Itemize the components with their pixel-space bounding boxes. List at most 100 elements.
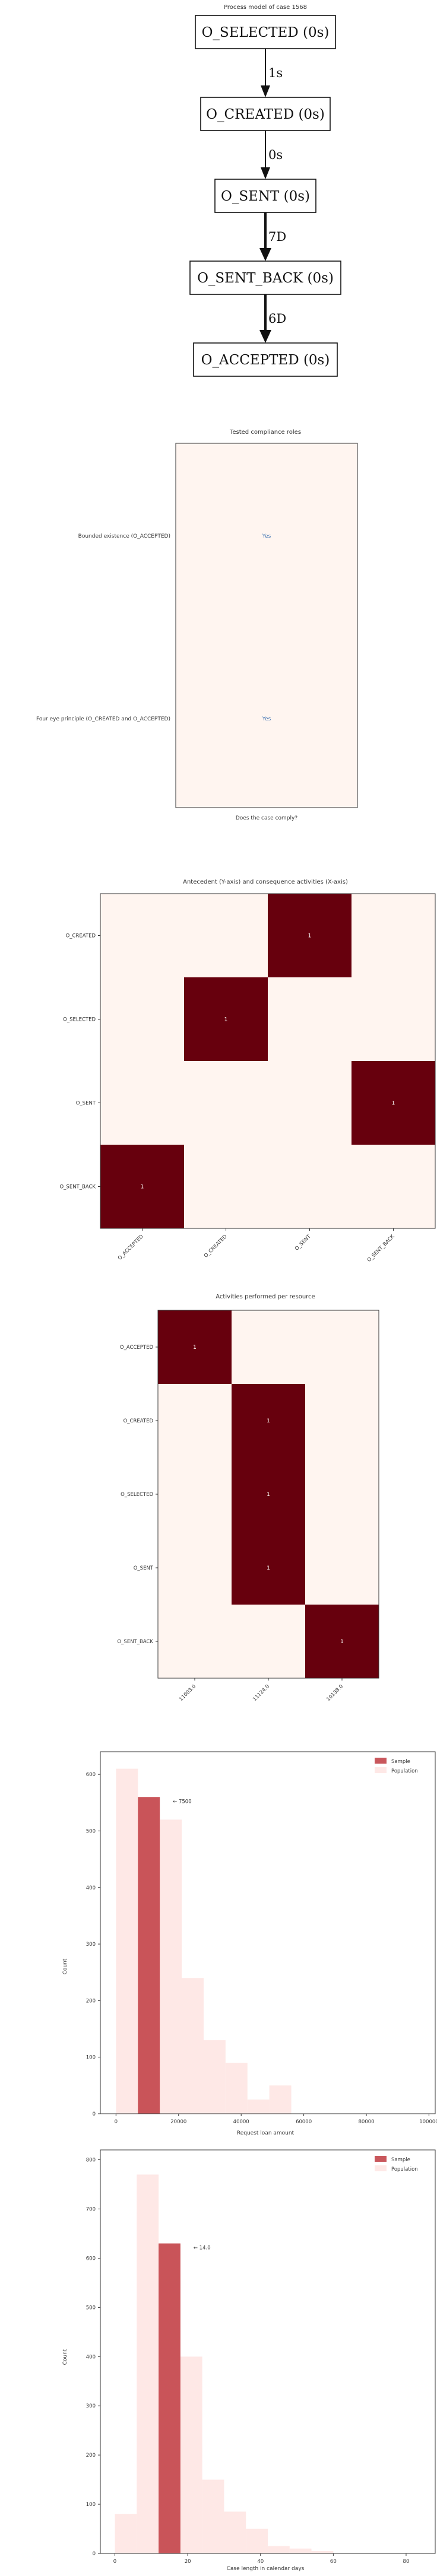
population-bar <box>116 1768 138 2114</box>
x-tick-label: 10138.0 <box>325 1684 344 1702</box>
process-edge-label: 0s <box>268 148 283 162</box>
x-tick-label: 60000 <box>296 2119 312 2125</box>
process-edge: 0s <box>261 131 283 179</box>
process-node: O_ACCEPTED (0s) <box>193 342 338 377</box>
x-tick-label: O_SENT <box>294 1233 312 1252</box>
process-model-title: Process model of case 1568 <box>224 4 307 11</box>
process-edge-label: 7D <box>268 230 286 244</box>
y-axis-label: Count <box>62 2349 68 2365</box>
heatmap-cell <box>232 1457 305 1531</box>
y-tick-label: O_CREATED <box>124 1418 154 1424</box>
x-tick-label: 11003.0 <box>178 1684 197 1702</box>
population-bar <box>311 2550 334 2553</box>
population-bar <box>289 2548 312 2553</box>
x-tick-label: 0 <box>115 2119 118 2125</box>
process-edge: 7D <box>259 212 286 261</box>
x-axis-label: Case length in calendar days <box>227 2566 305 2572</box>
population-bar <box>225 2063 248 2114</box>
process-node-label: O_CREATED (0s) <box>206 107 325 122</box>
compliance-row-label: Bounded existence (O_ACCEPTED) <box>78 533 170 539</box>
y-tick-label: 100 <box>86 2055 96 2061</box>
legend-swatch <box>375 2156 387 2162</box>
legend-swatch <box>375 1758 387 1764</box>
y-tick-label: O_SENT <box>76 1101 96 1107</box>
process-model: Process model of case 1568 O_SELECTED (0… <box>189 4 341 377</box>
legend-swatch <box>375 1767 387 1773</box>
legend-label: Sample <box>391 1759 410 1765</box>
x-tick-label: O_SENT_BACK <box>366 1234 396 1263</box>
heatmap-cell-value: 1 <box>308 933 312 939</box>
annotation: ← 7500 <box>173 1799 191 1805</box>
y-tick-label: 500 <box>86 2305 96 2311</box>
population-bar <box>247 2099 270 2114</box>
population-bar <box>115 2514 137 2553</box>
process-node-label: O_SENT (0s) <box>221 189 310 204</box>
heatmap-cell-value: 1 <box>392 1101 395 1107</box>
process-edge-label: 1s <box>268 66 283 80</box>
y-tick-label: O_SELECTED <box>121 1492 153 1498</box>
heatmap-cell <box>232 1531 305 1605</box>
y-tick-label: 300 <box>86 2403 96 2409</box>
y-tick-label: 600 <box>86 2256 96 2261</box>
plot-frame <box>100 2149 436 2554</box>
population-bar <box>160 1819 182 2114</box>
heatmap-title: Antecedent (Y-axis) and consequence acti… <box>183 879 348 885</box>
process-node: O_SELECTED (0s) <box>195 15 336 49</box>
heatmap-cell-value: 1 <box>267 1565 270 1571</box>
x-tick-label: 11124.0 <box>252 1684 271 1702</box>
process-edge: 1s <box>261 49 283 97</box>
antecedent-heatmap: Antecedent (Y-axis) and consequence acti… <box>59 879 436 1263</box>
x-tick-label: 80 <box>403 2559 410 2565</box>
compliance-row-label: Four eye principle (O_CREATED and O_ACCE… <box>36 716 170 722</box>
process-node-label: O_ACCEPTED (0s) <box>201 352 330 368</box>
x-tick-label: O_ACCEPTED <box>117 1234 145 1262</box>
heatmap-frame <box>100 893 436 1229</box>
compliance-value: Yes <box>262 533 271 539</box>
population-bar <box>224 2511 246 2553</box>
y-tick-label: O_SENT_BACK <box>117 1639 153 1645</box>
heatmap-cell <box>268 894 352 977</box>
sample-bar <box>159 2243 180 2553</box>
resource-heatmap: Activities performed per resource 1 1 1 1 1 O… <box>117 1294 379 1702</box>
x-tick-label: 100000 <box>419 2119 437 2125</box>
loan-amount-histogram: Count Request loan amount 0 100 200 300 400 5… <box>62 1751 437 2136</box>
compliance-x-label: Does the case comply? <box>236 815 297 821</box>
x-tick-label: 60 <box>330 2559 337 2565</box>
population-bar <box>180 2356 202 2553</box>
process-node-label: O_SENT_BACK (0s) <box>197 271 334 286</box>
population-bar <box>203 2040 226 2114</box>
legend-swatch <box>375 2165 387 2171</box>
heatmap-cell-value: 1 <box>267 1418 270 1424</box>
x-tick-label: 40 <box>257 2559 264 2565</box>
process-edge: 6D <box>259 294 286 343</box>
compliance-plot-area <box>175 443 358 808</box>
y-tick-label: 400 <box>86 1885 96 1891</box>
y-tick-label: 700 <box>86 2207 96 2213</box>
x-tick-label: 0 <box>113 2559 116 2565</box>
legend-label: Sample <box>391 2157 410 2163</box>
population-bar <box>182 1978 204 2114</box>
population-bar <box>268 2546 290 2553</box>
y-tick-label: O_SELECTED <box>63 1017 96 1023</box>
y-tick-label: O_SENT_BACK <box>59 1184 96 1190</box>
y-tick-label: 0 <box>93 2111 96 2117</box>
x-axis-label: Request loan amount <box>237 2130 294 2136</box>
process-node: O_SENT_BACK (0s) <box>189 261 341 295</box>
sample-bar <box>138 1797 160 2114</box>
heatmap-cell <box>158 1310 232 1384</box>
x-tick-label: O_CREATED <box>203 1234 229 1259</box>
heatmap-cell-value: 1 <box>340 1639 344 1645</box>
heatmap-cell <box>305 1605 379 1678</box>
y-tick-label: 0 <box>93 2551 96 2557</box>
process-node-label: O_SELECTED (0s) <box>202 25 330 40</box>
population-bar <box>269 2085 292 2114</box>
x-tick-label: 40000 <box>233 2119 249 2125</box>
y-tick-label: 800 <box>86 2158 96 2164</box>
legend-label: Population <box>391 2167 418 2172</box>
y-tick-label: 200 <box>86 1998 96 2004</box>
y-tick-label: O_CREATED <box>66 933 96 939</box>
process-edge-label: 6D <box>268 312 286 326</box>
legend-label: Population <box>391 1768 418 1774</box>
y-axis-label: Count <box>62 1958 68 1974</box>
compliance-value: Yes <box>262 716 271 722</box>
